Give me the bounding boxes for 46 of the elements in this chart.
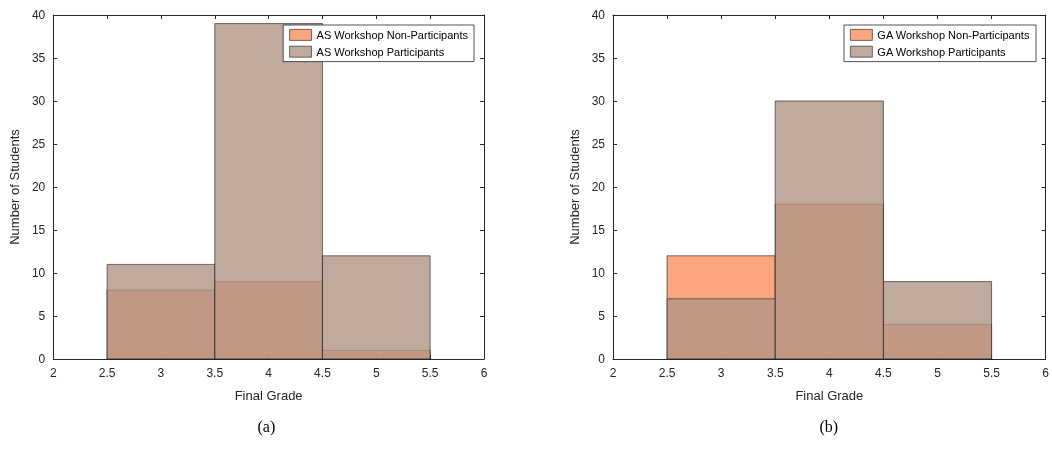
y-tick-label: 5 xyxy=(38,309,46,323)
x-tick-label: 5 xyxy=(372,366,380,380)
x-tick-label: 3 xyxy=(157,366,165,380)
y-tick-label: 35 xyxy=(591,51,606,65)
y-tick-label: 20 xyxy=(31,180,46,194)
x-tick-label: 5 xyxy=(934,366,942,380)
x-tick-label: 4.5 xyxy=(314,366,332,380)
y-tick-label: 10 xyxy=(591,266,606,280)
x-tick-label: 4 xyxy=(265,366,273,380)
y-tick-label: 40 xyxy=(591,8,606,22)
y-tick-label: 25 xyxy=(591,137,606,151)
y-tick-label: 30 xyxy=(31,94,46,108)
y-tick-label: 10 xyxy=(31,266,46,280)
y-tick-label: 20 xyxy=(591,180,606,194)
legend-label: GA Workshop Non-Participants xyxy=(877,28,1030,41)
x-tick-label: 2 xyxy=(49,366,57,380)
x-tick-label: 2.5 xyxy=(98,366,116,380)
x-tick-label: 2.5 xyxy=(658,366,676,380)
legend-label: AS Workshop Non-Participants xyxy=(316,28,469,41)
y-axis-title: Number of Students xyxy=(566,128,582,245)
x-tick-label: 3.5 xyxy=(766,366,784,380)
legend-label: GA Workshop Participants xyxy=(877,45,1007,58)
text: (b) xyxy=(819,417,839,436)
x-tick-label: 3 xyxy=(717,366,725,380)
y-axis-title: Number of Students xyxy=(7,128,22,245)
x-tick-label: 2 xyxy=(609,366,617,380)
y-tick-label: 30 xyxy=(591,94,606,108)
y-tick-label: 15 xyxy=(591,223,606,237)
x-tick-label: 6 xyxy=(1042,366,1050,380)
x-tick-label: 4 xyxy=(825,366,833,380)
y-tick-label: 25 xyxy=(31,137,46,151)
y-tick-label: 40 xyxy=(31,8,46,22)
text: (a) xyxy=(257,417,276,436)
y-tick-label: 35 xyxy=(31,51,46,65)
x-axis-title: Final Grade xyxy=(795,388,864,403)
x-tick-label: 4.5 xyxy=(875,366,893,380)
y-tick-label: 0 xyxy=(598,352,606,366)
x-tick-label: 5.5 xyxy=(983,366,1001,380)
x-tick-label: 5.5 xyxy=(421,366,439,380)
y-tick-label: 0 xyxy=(38,352,46,366)
x-tick-label: 3.5 xyxy=(206,366,224,380)
legend-label: AS Workshop Participants xyxy=(316,45,445,58)
x-tick-label: 6 xyxy=(480,366,488,380)
y-tick-label: 15 xyxy=(31,223,46,237)
y-tick-label: 5 xyxy=(598,309,606,323)
x-axis-title: Final Grade xyxy=(234,388,303,403)
